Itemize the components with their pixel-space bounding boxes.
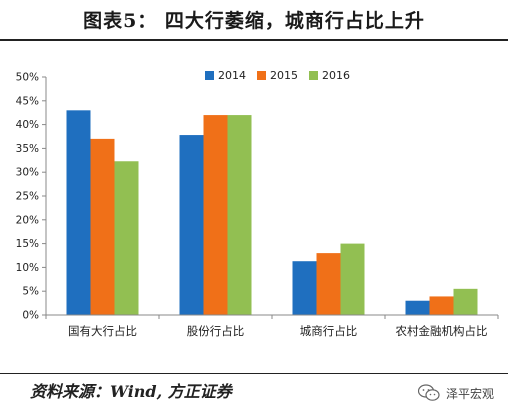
bar-2014 xyxy=(66,110,91,315)
bar-2016 xyxy=(453,288,478,315)
title-divider xyxy=(0,39,508,41)
y-tick-label: 5% xyxy=(22,286,39,298)
y-tick-label: 15% xyxy=(16,238,39,250)
legend: 2014 2015 2016 xyxy=(205,69,350,82)
bar-2014 xyxy=(292,261,317,315)
brand-mark: 泽平宏观 xyxy=(417,382,494,404)
bar-2016 xyxy=(227,115,252,315)
legend-swatch-2014 xyxy=(205,71,214,80)
wechat-icon xyxy=(417,384,440,401)
legend-label: 2016 xyxy=(322,69,350,82)
y-tick-label: 45% xyxy=(16,95,39,107)
x-axis: 国有大行占比 股份行占比 城商行占比 农村金融机构占比 xyxy=(45,314,499,338)
legend-swatch-2015 xyxy=(257,71,266,80)
footer-divider xyxy=(0,373,508,374)
y-tick-label: 0% xyxy=(22,310,39,322)
brand-name: 泽平宏观 xyxy=(445,386,494,401)
bar-chart: 0% 5% 10% 15% 20% 25% 30% 35% 40% 45% 50% 国有大行占比 股份… xyxy=(16,69,499,338)
bar-2015 xyxy=(90,138,115,315)
bar-2014 xyxy=(179,135,204,315)
bar-2016 xyxy=(114,161,139,315)
legend-label: 2015 xyxy=(270,69,298,82)
y-tick-label: 25% xyxy=(16,191,39,203)
bar-2015 xyxy=(316,253,341,315)
legend-swatch-2016 xyxy=(309,71,318,80)
y-axis: 0% 5% 10% 15% 20% 25% 30% 35% 40% 45% 50% xyxy=(16,72,47,322)
x-tick-label: 农村金融机构占比 xyxy=(396,324,488,338)
legend-label: 2014 xyxy=(218,69,246,82)
y-tick-label: 30% xyxy=(16,167,39,179)
x-tick-label: 国有大行占比 xyxy=(68,324,137,338)
bars xyxy=(66,110,478,315)
x-tick-label: 股份行占比 xyxy=(187,324,245,338)
bar-2015 xyxy=(203,115,228,315)
y-tick-label: 35% xyxy=(16,143,39,155)
y-tick-label: 40% xyxy=(16,119,39,131)
bar-2016 xyxy=(340,243,365,315)
bar-2015 xyxy=(429,296,454,315)
y-tick-label: 20% xyxy=(16,214,39,226)
y-tick-label: 50% xyxy=(16,72,39,84)
y-tick-label: 10% xyxy=(16,262,39,274)
x-tick-label: 城商行占比 xyxy=(300,324,358,338)
bar-2014 xyxy=(405,300,430,315)
chart-title: 图表5： 四大行萎缩，城商行占比上升 xyxy=(83,9,425,32)
source-note: 资料来源：Wind, 方正证券 xyxy=(30,382,232,401)
